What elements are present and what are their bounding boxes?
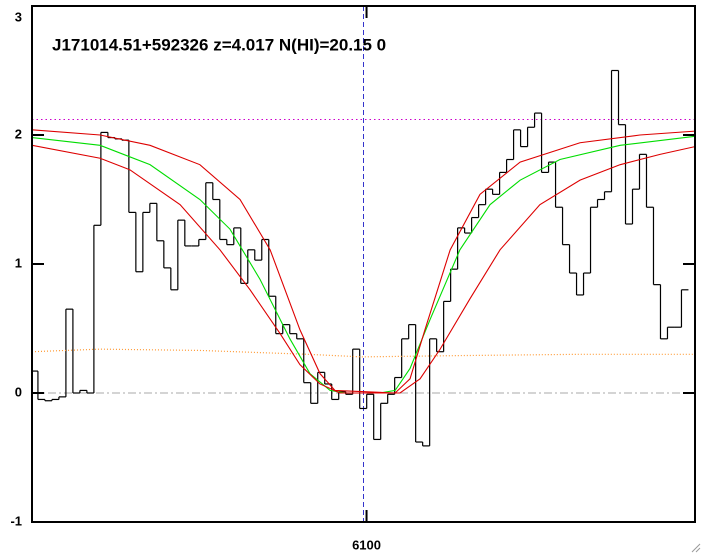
chart-title: J171014.51+592326 z=4.017 N(HI)=20.15 0 [52, 35, 386, 54]
model-curve [32, 129, 695, 394]
x-tick-label: 6100 [352, 537, 381, 552]
y-tick-label: -1 [10, 513, 22, 528]
y-tick-label: 1 [15, 255, 22, 270]
error-curve [32, 348, 695, 358]
y-tick-label: 0 [15, 384, 22, 399]
plot-area [32, 6, 695, 522]
resize-grip [691, 543, 701, 553]
y-tick-label: 3 [15, 9, 22, 24]
axes: -1 0 1 2 3 6100 [10, 5, 695, 552]
model-curve [32, 144, 695, 394]
y-tick-label: 2 [15, 126, 22, 141]
